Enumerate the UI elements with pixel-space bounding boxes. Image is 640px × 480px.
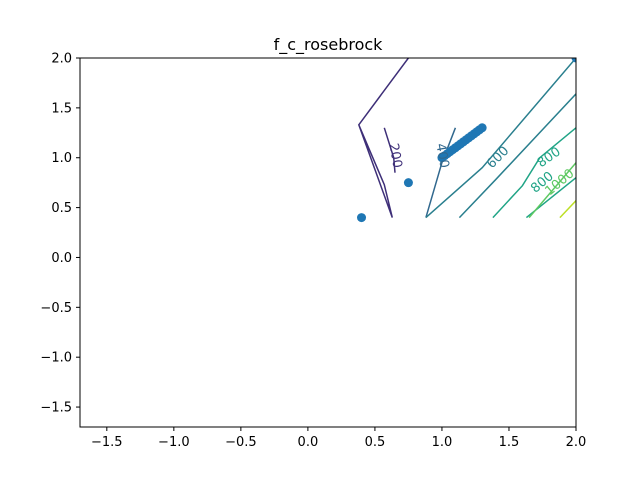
y-tick-label: 0.0 bbox=[51, 251, 72, 266]
y-axis: −1.5 −1.0 −0.5 0.0 0.5 1.0 1.5 2.0 bbox=[40, 52, 80, 416]
x-tick-label: −0.5 bbox=[225, 435, 257, 450]
contour-line-1200 bbox=[559, 200, 576, 219]
data-point bbox=[571, 58, 576, 63]
contour-line-800 bbox=[492, 127, 576, 219]
plot-frame bbox=[79, 57, 577, 428]
contour-label-800: 800 bbox=[535, 144, 564, 171]
y-tick-label: −1.0 bbox=[40, 351, 72, 366]
x-tick-label: 1.0 bbox=[432, 435, 453, 450]
x-tick-label: 0.0 bbox=[298, 435, 319, 450]
data-point bbox=[403, 178, 413, 188]
data-point bbox=[357, 213, 367, 223]
points-layer bbox=[357, 58, 576, 223]
x-tick-label: 0.5 bbox=[365, 435, 386, 450]
y-tick-label: −1.5 bbox=[40, 401, 72, 416]
y-tick-label: 1.0 bbox=[51, 151, 72, 166]
contour-line-200 bbox=[357, 58, 410, 218]
contour-line-600 bbox=[425, 58, 576, 219]
contour-line-600 bbox=[458, 93, 576, 219]
contour-layer bbox=[357, 58, 576, 219]
contour-label-600: 600 bbox=[484, 144, 512, 172]
x-tick-label: −1.0 bbox=[158, 435, 190, 450]
contour-label-200: 200 bbox=[385, 142, 404, 169]
y-tick-label: −0.5 bbox=[40, 301, 72, 316]
y-tick-label: 2.0 bbox=[51, 52, 72, 67]
x-tick-label: 2.0 bbox=[566, 435, 587, 450]
x-axis: −1.5 −1.0 −0.5 0.0 0.5 1.0 1.5 2.0 bbox=[91, 427, 586, 450]
contour-line-400 bbox=[425, 127, 457, 218]
contour-line-1000 bbox=[528, 162, 576, 219]
chart-title: f_c_rosebrock bbox=[274, 35, 384, 55]
contour-line-200 bbox=[383, 127, 396, 173]
y-tick-label: 1.5 bbox=[51, 101, 72, 116]
data-point bbox=[477, 123, 487, 133]
x-tick-label: 1.5 bbox=[499, 435, 520, 450]
x-tick-label: −1.5 bbox=[91, 435, 123, 450]
contour-label-400: 400 bbox=[432, 142, 451, 169]
y-tick-label: 0.5 bbox=[51, 201, 72, 216]
